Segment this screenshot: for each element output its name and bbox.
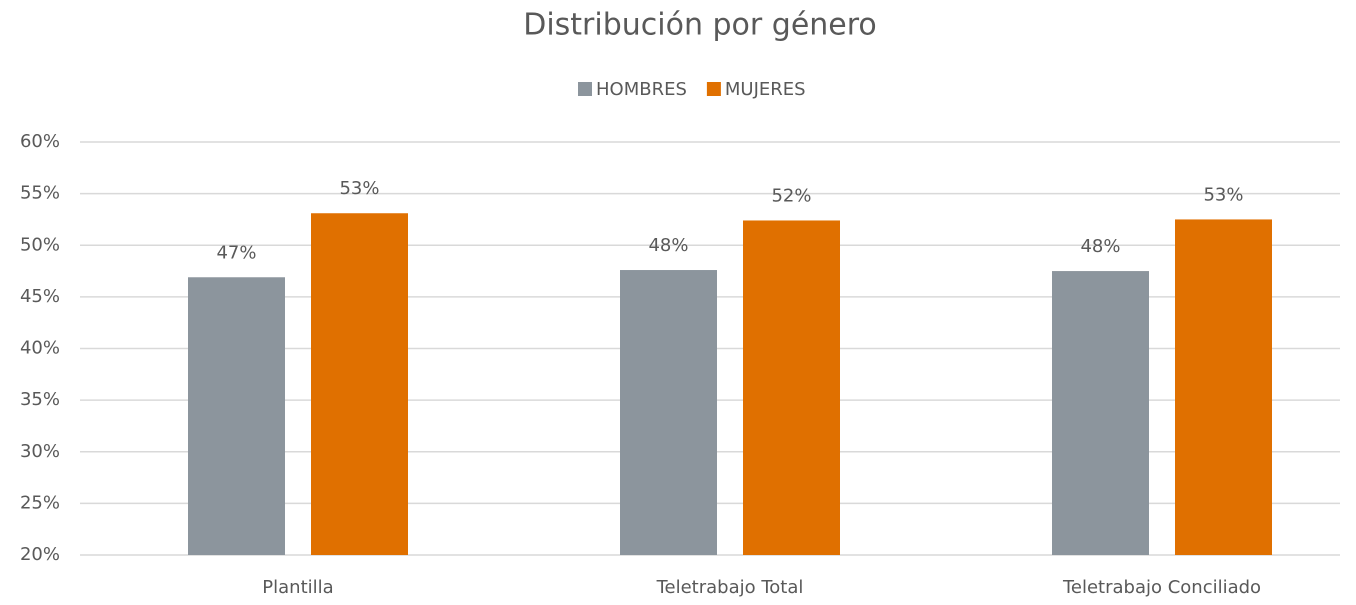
data-label: 52% bbox=[771, 185, 811, 206]
bar bbox=[743, 220, 840, 555]
bar bbox=[1052, 271, 1149, 555]
data-label: 53% bbox=[1203, 184, 1243, 205]
y-tick-label: 35% bbox=[20, 389, 60, 410]
bar bbox=[620, 270, 717, 555]
legend-swatch bbox=[578, 82, 592, 96]
chart-title: Distribución por género bbox=[523, 8, 877, 43]
x-tick-label: Plantilla bbox=[262, 577, 333, 598]
x-tick-label: Teletrabajo Total bbox=[656, 577, 804, 598]
legend-label: HOMBRES bbox=[596, 79, 687, 100]
bar bbox=[188, 277, 285, 555]
bar bbox=[1175, 219, 1272, 555]
legend-label: MUJERES bbox=[725, 79, 806, 100]
y-tick-label: 30% bbox=[20, 441, 60, 462]
data-label: 47% bbox=[216, 242, 256, 263]
y-tick-label: 60% bbox=[20, 131, 60, 152]
y-tick-label: 25% bbox=[20, 492, 60, 513]
y-tick-label: 55% bbox=[20, 183, 60, 204]
y-tick-label: 40% bbox=[20, 338, 60, 359]
y-tick-label: 20% bbox=[20, 544, 60, 565]
data-label: 48% bbox=[1080, 236, 1120, 257]
legend-swatch bbox=[706, 82, 721, 96]
y-tick-label: 45% bbox=[20, 286, 60, 307]
bar bbox=[311, 213, 408, 555]
y-tick-label: 50% bbox=[20, 234, 60, 255]
data-label: 53% bbox=[339, 178, 379, 199]
data-label: 48% bbox=[648, 235, 688, 256]
x-tick-label: Teletrabajo Conciliado bbox=[1062, 577, 1261, 598]
